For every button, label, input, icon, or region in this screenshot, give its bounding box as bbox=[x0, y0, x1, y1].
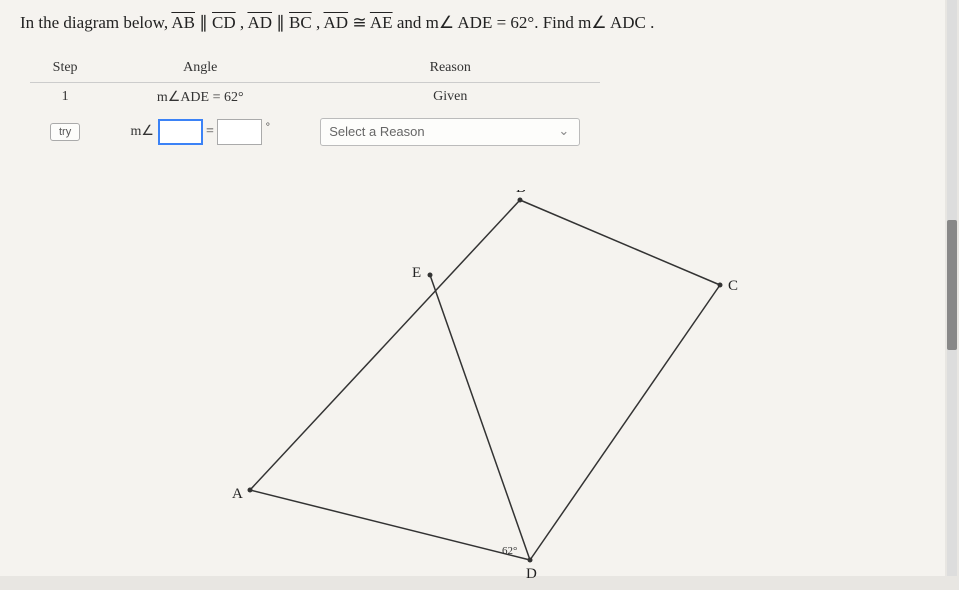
congruent-symbol: ≅ bbox=[352, 13, 370, 32]
svg-text:A: A bbox=[232, 486, 243, 502]
step-2-reason-cell: Select a Reason bbox=[300, 112, 600, 152]
table-row: 1 m∠ADE = 62° Given bbox=[30, 82, 600, 112]
step-1-reason: Given bbox=[300, 82, 600, 112]
segment-ae: AE bbox=[370, 13, 393, 32]
segment-ad-2: AD bbox=[324, 13, 349, 32]
equals: = bbox=[206, 124, 217, 139]
svg-text:C: C bbox=[728, 278, 738, 294]
step-1-angle: m∠ADE = 62° bbox=[100, 82, 300, 112]
eq-text: = 62°. Find m∠ bbox=[497, 13, 607, 32]
geometry-diagram: A B C D E 62° bbox=[220, 190, 760, 590]
table-header-row: Step Angle Reason bbox=[30, 54, 600, 83]
angle-prefix: m∠ bbox=[131, 124, 154, 139]
segment-ab: AB bbox=[171, 13, 195, 32]
problem-prompt: In the diagram below, AB ∥ CD , AD ∥ BC … bbox=[20, 10, 925, 36]
parallel-symbol-2: ∥ bbox=[276, 13, 289, 32]
segment-bc: BC bbox=[289, 13, 312, 32]
segment-ad: AD bbox=[247, 13, 272, 32]
period: . bbox=[650, 13, 654, 32]
angle-ade: ADE bbox=[457, 13, 492, 32]
scrollbar-thumb[interactable] bbox=[947, 220, 957, 350]
proof-table: Step Angle Reason 1 m∠ADE = 62° Given tr… bbox=[30, 54, 600, 152]
prompt-text: In the diagram below, bbox=[20, 13, 171, 32]
header-angle: Angle bbox=[100, 54, 300, 83]
step-2-angle-cell: m∠ = ° bbox=[100, 112, 300, 152]
step-1-number: 1 bbox=[30, 82, 100, 112]
segment-cd: CD bbox=[212, 13, 236, 32]
svg-text:D: D bbox=[526, 566, 537, 582]
worksheet-page: In the diagram below, AB ∥ CD , AD ∥ BC … bbox=[0, 0, 945, 576]
svg-text:B: B bbox=[516, 190, 526, 196]
header-step: Step bbox=[30, 54, 100, 83]
svg-text:62°: 62° bbox=[502, 545, 517, 557]
svg-text:E: E bbox=[412, 265, 421, 281]
and-text: and m∠ bbox=[397, 13, 454, 32]
comma-2: , bbox=[316, 13, 324, 32]
try-button[interactable]: try bbox=[50, 123, 80, 141]
angle-name-input[interactable] bbox=[158, 119, 203, 145]
header-reason: Reason bbox=[300, 54, 600, 83]
reason-placeholder: Select a Reason bbox=[329, 124, 424, 139]
reason-select[interactable]: Select a Reason bbox=[320, 118, 580, 146]
degree-symbol: ° bbox=[266, 121, 270, 132]
angle-adc: ADC bbox=[610, 13, 646, 32]
step-try-cell: try bbox=[30, 112, 100, 152]
table-row: try m∠ = ° Select a Reason bbox=[30, 112, 600, 152]
parallel-symbol: ∥ bbox=[199, 13, 212, 32]
angle-value-input[interactable] bbox=[217, 119, 262, 145]
